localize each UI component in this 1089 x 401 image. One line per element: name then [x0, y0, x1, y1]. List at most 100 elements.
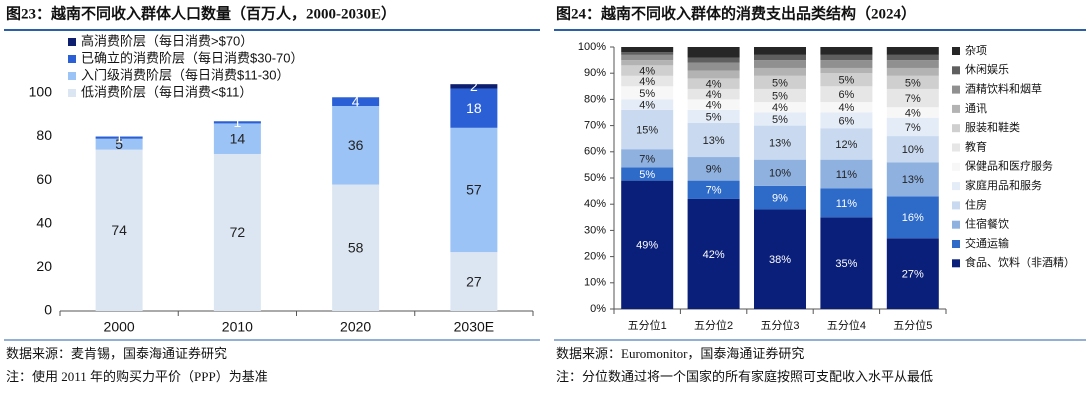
legend-label: 保健品和医疗服务	[965, 159, 1053, 173]
bar-segment	[820, 86, 873, 103]
bar-segment	[95, 138, 143, 150]
bar-segment	[687, 109, 740, 123]
legend-label: 高消费阶层（每日消费>$70）	[81, 33, 253, 48]
chart-title: 图24：越南不同收入群体的消费支出品类结构（2024）	[556, 4, 916, 22]
data-label: 58	[348, 239, 364, 255]
y-tick-label: 80%	[584, 93, 606, 105]
bar-segment	[332, 184, 380, 311]
data-label: 7%	[639, 153, 655, 165]
data-label: 1	[115, 129, 123, 145]
data-label: 4%	[639, 76, 655, 88]
bar-segment	[820, 47, 873, 55]
bar-segment	[754, 75, 806, 89]
data-label: 5%	[639, 169, 655, 181]
data-label: 49%	[636, 240, 658, 252]
data-label: 12%	[835, 139, 857, 151]
legend-label: 入门级消费阶层（每日消费$11-30）	[81, 67, 290, 82]
bar-segment	[886, 136, 939, 163]
data-label: 5%	[772, 114, 788, 126]
data-label: 5%	[639, 88, 655, 100]
bar-segment	[621, 180, 674, 309]
bar-segment	[213, 123, 261, 154]
bar-segment	[450, 252, 498, 311]
bar-segment	[621, 149, 674, 168]
bar-segment	[820, 60, 873, 68]
data-label: 5%	[905, 77, 921, 89]
legend-swatch	[952, 85, 960, 94]
bar-segment	[754, 209, 806, 309]
data-label: 38%	[769, 254, 791, 266]
x-tick-label: 2000	[104, 319, 135, 335]
legend-label: 休闲娱乐	[965, 62, 1009, 76]
bar-segment	[687, 62, 740, 71]
data-label: 9%	[772, 193, 788, 205]
bar-segment	[621, 52, 674, 55]
legend-swatch	[952, 47, 960, 55]
bar-segment	[886, 75, 939, 89]
data-label: 4%	[772, 102, 788, 114]
bar-segment	[621, 86, 674, 100]
bar-segment	[886, 117, 939, 137]
data-label: 2	[470, 78, 478, 94]
data-label: 11%	[836, 198, 857, 210]
bar-segment	[213, 153, 261, 311]
bar-segment	[820, 159, 873, 189]
y-tick-label: 60	[36, 171, 52, 187]
x-tick-label: 五分位2	[694, 318, 733, 332]
bar-segment	[95, 149, 143, 311]
bar-segment	[687, 157, 740, 181]
bar-segment	[332, 97, 380, 106]
legend-swatch	[952, 240, 960, 248]
bar-segment	[687, 47, 740, 58]
bar-segment	[754, 54, 806, 61]
bar-segment	[95, 136, 143, 139]
y-tick-label: 60%	[584, 146, 606, 158]
bar-segment	[886, 67, 939, 76]
bar-segment	[621, 99, 674, 110]
bar-segment	[886, 54, 939, 61]
legend-swatch	[952, 124, 960, 133]
bar-segment	[820, 54, 873, 61]
legend-label: 住房	[965, 197, 987, 211]
legend-label: 服装和鞋类	[965, 120, 1020, 134]
data-label: 4	[352, 93, 360, 109]
x-tick-label: 2020	[340, 319, 371, 335]
x-tick-label: 2030E	[454, 319, 494, 335]
y-tick-label: 0	[44, 302, 52, 318]
y-tick-label: 90%	[584, 67, 606, 79]
legend-label: 教育	[965, 139, 987, 153]
bar-segment	[687, 57, 740, 63]
bar-segment	[820, 102, 873, 113]
bar-segment	[820, 128, 873, 160]
bar-segment	[886, 162, 939, 197]
bar-segment	[687, 122, 740, 158]
bar-segment	[886, 60, 939, 68]
data-label: 42%	[703, 249, 725, 261]
y-tick-label: 50%	[584, 172, 606, 184]
bar-segment	[886, 196, 939, 239]
bar-segment	[754, 159, 806, 186]
x-tick-label: 五分位1	[628, 318, 667, 332]
x-tick-label: 五分位4	[827, 318, 866, 332]
bar-segment	[754, 102, 806, 113]
bar-segment	[621, 60, 674, 66]
data-label: 16%	[902, 212, 924, 224]
legend-swatch	[68, 55, 76, 63]
legend-swatch	[952, 143, 960, 152]
legend-swatch	[952, 259, 960, 268]
legend-swatch	[68, 89, 76, 97]
data-label: 13%	[769, 138, 791, 150]
data-label: 4%	[706, 79, 722, 91]
bar-segment	[450, 127, 498, 253]
data-label: 5%	[772, 90, 788, 102]
bar-segment	[886, 107, 939, 118]
bar-segment	[754, 67, 806, 76]
bar-segment	[820, 112, 873, 129]
note: 注：分位数通过将一个国家的所有家庭按照可支配收入水平从最低	[556, 369, 933, 384]
data-label: 7%	[905, 122, 921, 134]
bar-segment	[450, 84, 498, 89]
bar-segment	[886, 88, 939, 108]
data-label: 13%	[703, 135, 725, 147]
data-label: 4%	[639, 100, 655, 112]
